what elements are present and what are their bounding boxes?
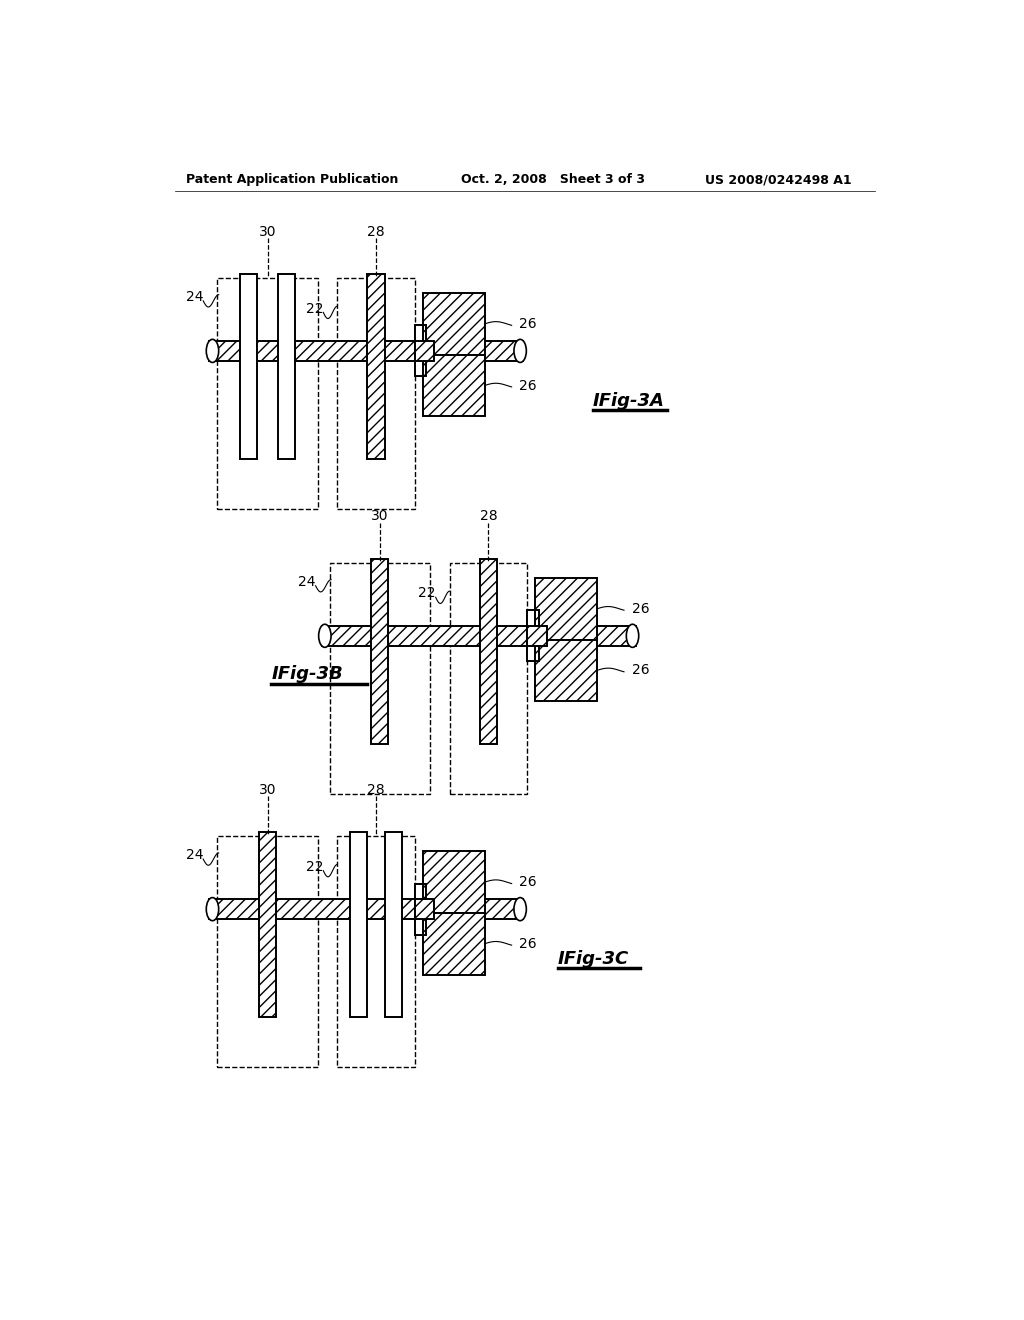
Bar	[337, 836, 415, 1067]
Text: US 2008/0242498 A1: US 2008/0242498 A1	[706, 173, 852, 186]
Text: 26: 26	[632, 602, 649, 616]
Ellipse shape	[514, 339, 526, 363]
Bar	[415, 326, 426, 341]
Bar	[415, 919, 426, 935]
Bar	[535, 578, 597, 640]
Text: 24: 24	[185, 290, 203, 304]
Bar	[368, 275, 385, 459]
Bar	[423, 913, 484, 974]
Bar	[423, 851, 484, 913]
Bar	[415, 360, 426, 376]
Bar	[350, 832, 368, 1016]
Text: 24: 24	[298, 576, 315, 589]
Bar	[217, 277, 317, 508]
Bar	[337, 277, 415, 508]
Ellipse shape	[206, 898, 219, 921]
Bar	[217, 836, 317, 1067]
Bar	[415, 341, 434, 360]
Text: 30: 30	[371, 510, 389, 524]
Text: 22: 22	[306, 301, 324, 315]
Text: IFig-3A: IFig-3A	[593, 392, 665, 411]
Bar	[415, 899, 434, 919]
Text: 22: 22	[418, 586, 435, 601]
Bar	[415, 326, 423, 376]
Text: 30: 30	[259, 224, 276, 239]
Bar	[423, 293, 484, 355]
Bar	[423, 355, 484, 416]
Text: 22: 22	[306, 859, 324, 874]
Bar	[372, 558, 388, 743]
Bar	[527, 626, 547, 645]
Text: IFig-3B: IFig-3B	[271, 665, 343, 684]
Text: IFig-3C: IFig-3C	[558, 950, 630, 968]
Ellipse shape	[514, 898, 526, 921]
Bar	[415, 884, 426, 899]
Bar	[322, 626, 636, 645]
Text: 26: 26	[519, 937, 537, 950]
Bar	[209, 899, 523, 919]
Text: 26: 26	[632, 664, 649, 677]
Text: 28: 28	[368, 224, 385, 239]
Ellipse shape	[318, 624, 331, 647]
Text: 28: 28	[368, 783, 385, 797]
Bar	[279, 275, 295, 459]
Bar	[209, 341, 523, 360]
Bar	[415, 884, 423, 935]
Ellipse shape	[627, 624, 639, 647]
Bar	[535, 640, 597, 701]
Text: 30: 30	[259, 783, 276, 797]
Bar	[240, 275, 257, 459]
Text: 28: 28	[479, 510, 498, 524]
Text: 24: 24	[185, 849, 203, 862]
Bar	[259, 832, 276, 1016]
Bar	[450, 562, 527, 793]
Bar	[527, 610, 539, 626]
Text: Patent Application Publication: Patent Application Publication	[186, 173, 398, 186]
Text: 26: 26	[519, 875, 537, 890]
Text: 26: 26	[519, 379, 537, 392]
Bar	[527, 610, 535, 661]
Bar	[385, 832, 401, 1016]
Text: Oct. 2, 2008   Sheet 3 of 3: Oct. 2, 2008 Sheet 3 of 3	[461, 173, 645, 186]
Bar	[480, 558, 497, 743]
Bar	[527, 645, 539, 661]
Bar	[330, 562, 430, 793]
Ellipse shape	[206, 339, 219, 363]
Text: 26: 26	[519, 317, 537, 331]
